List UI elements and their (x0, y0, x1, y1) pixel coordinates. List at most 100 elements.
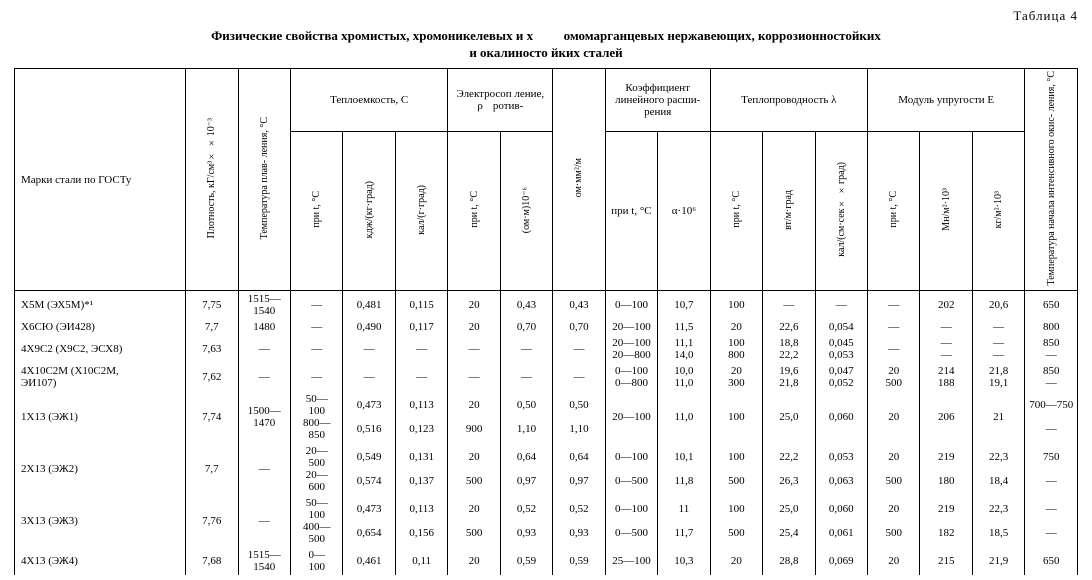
cell: 0,115 (395, 291, 447, 320)
cell: 100 500 (710, 443, 762, 495)
cell: 7,7 (186, 443, 238, 495)
cell: 22,6 (763, 319, 815, 335)
cell: 100 800 (710, 335, 762, 363)
cell: — (238, 363, 290, 391)
cell: 7,74 (186, 391, 238, 443)
cell: 0,70 (500, 319, 552, 335)
cell: 10,3 (658, 547, 710, 575)
table-row: 4Х9С2 (Х9С2, ЭСХ8)7,63———————20—100 20—8… (15, 335, 1078, 363)
cell: — — (920, 335, 972, 363)
h-therm: Теплопроводность λ (710, 68, 867, 131)
cell: 650 (1025, 547, 1078, 575)
cell: 0,047 0,052 (815, 363, 867, 391)
cell: 11 11,7 (658, 495, 710, 547)
h-pri-t2: при t, °С (448, 132, 500, 291)
properties-table: Марки стали по ГОСТу Плотность, кГ/см³× … (14, 68, 1078, 575)
cell: 0,50 1,10 (553, 391, 605, 443)
cell: 215 (920, 547, 972, 575)
cell: 3Х13 (ЭЖ3) (15, 495, 186, 547)
h-melt: Температура плав- ления, °С (238, 68, 290, 290)
table-label: Таблица 4 (14, 8, 1078, 24)
cell: 800 (1025, 319, 1078, 335)
cell: 0,117 (395, 319, 447, 335)
cell: 0,43 (500, 291, 552, 320)
cell: 0,64 0,97 (553, 443, 605, 495)
cell: 18,8 22,2 (763, 335, 815, 363)
cell: 20 (448, 319, 500, 335)
cell: 0,481 (343, 291, 395, 320)
cell: 20 (448, 547, 500, 575)
cell: 22,3 18,4 (972, 443, 1024, 495)
h-coef: Коэффициент линейного расши- рения (605, 68, 710, 131)
cell: 50— 100 400— 500 (290, 495, 342, 547)
cell: 21,8 19,1 (972, 363, 1024, 391)
cell: 850 — (1025, 335, 1078, 363)
cell: 4Х10С2М (Х10С2М, ЭИ107) (15, 363, 186, 391)
cell: 202 (920, 291, 972, 320)
cell: — (763, 291, 815, 320)
cell: — (343, 363, 395, 391)
cell: 0,131 0,137 (395, 443, 447, 495)
cell: 20 500 (448, 495, 500, 547)
cell: 0—100 (605, 291, 657, 320)
cell: — (448, 363, 500, 391)
caption-1: Физические свойства хромистых, хромонике… (211, 28, 533, 43)
cell: 850 — (1025, 363, 1078, 391)
h-kg: кг/м²·10³ (972, 132, 1024, 291)
cell: 100 (710, 391, 762, 443)
cell: — (238, 443, 290, 495)
h-ohmmm: ом·мм²/м (553, 68, 605, 290)
cell: 7,7 (186, 319, 238, 335)
cell: 0,59 (553, 547, 605, 575)
table-row: Х5М (ЭХ5М)*¹7,751515— 1540—0,4810,115200… (15, 291, 1078, 320)
caption-1b: омомарганцевых нержавеющих, коррозионнос… (564, 28, 881, 43)
cell: 0,549 0,574 (343, 443, 395, 495)
cell: 4Х9С2 (Х9С2, ЭСХ8) (15, 335, 186, 363)
cell: 0,113 0,123 (395, 391, 447, 443)
cell: 20 (448, 291, 500, 320)
cell: 0—100 0—800 (605, 363, 657, 391)
h-wt: вт/м·град (763, 132, 815, 291)
h-pri-t1: при t, °С (290, 132, 342, 291)
cell: 0,473 0,654 (343, 495, 395, 547)
caption-2: и окалиносто йких сталей (469, 45, 622, 60)
cell: 1500— 1470 (238, 391, 290, 443)
cell: — — (1025, 495, 1078, 547)
cell: Х6СЮ (ЭИ428) (15, 319, 186, 335)
cell: 7,63 (186, 335, 238, 363)
cell: 22,3 18,5 (972, 495, 1024, 547)
cell: 0— 100 (290, 547, 342, 575)
cell: 0,52 0,93 (553, 495, 605, 547)
table-row: 4Х13 (ЭЖ4)7,681515— 15400— 1000,4610,112… (15, 547, 1078, 575)
cell: 100 (710, 291, 762, 320)
cell: 11,5 (658, 319, 710, 335)
cell: 20—100 20—800 (605, 335, 657, 363)
cell: — (290, 291, 342, 320)
cell: — (448, 335, 500, 363)
cell: 25,0 (763, 391, 815, 443)
cell: 0,64 0,97 (500, 443, 552, 495)
cell: Х5М (ЭХ5М)*¹ (15, 291, 186, 320)
cell: 20,6 (972, 291, 1024, 320)
cell: 22,2 26,3 (763, 443, 815, 495)
cell: 0,045 0,053 (815, 335, 867, 363)
cell: 0,113 0,156 (395, 495, 447, 547)
cell: 20—100 (605, 391, 657, 443)
cell: 0,053 0,063 (815, 443, 867, 495)
cell: — (920, 319, 972, 335)
cell: 1515— 1540 (238, 291, 290, 320)
cell: — (868, 319, 920, 335)
cell: 0,43 (553, 291, 605, 320)
cell: — — (972, 335, 1024, 363)
cell: 21,9 (972, 547, 1024, 575)
cell: — (500, 363, 552, 391)
cell: 700—750 — (1025, 391, 1078, 443)
cell: 7,75 (186, 291, 238, 320)
cell: — (972, 319, 1024, 335)
cell: 20 (710, 319, 762, 335)
cell: 20 500 (868, 443, 920, 495)
cell: 214 188 (920, 363, 972, 391)
cell: 20—100 (605, 319, 657, 335)
cell: 7,68 (186, 547, 238, 575)
cell: — (815, 291, 867, 320)
